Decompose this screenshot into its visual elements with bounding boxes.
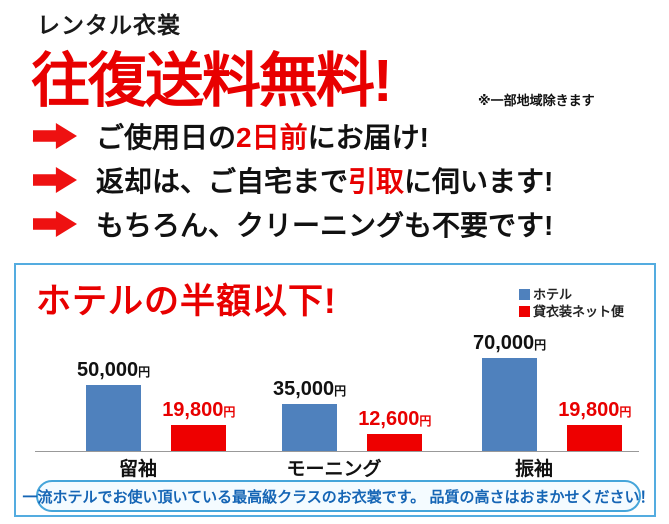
bar-value-label: 19,800円 bbox=[162, 399, 236, 421]
quality-claim-text: 一流ホテルでお使い頂いている最高級クラスのお衣裳です。 品質の高さはおまかせくだ… bbox=[22, 488, 655, 506]
legend-swatch-icon bbox=[518, 289, 530, 300]
bar-wrapper: 19,800円 bbox=[162, 399, 235, 451]
bar-value-label: 50,000円 bbox=[77, 359, 151, 381]
bar-group: 35,000円 12,600円 bbox=[273, 378, 431, 451]
bullet-row: 返却は、ご自宅まで引取に伺います! bbox=[33, 163, 553, 197]
bar bbox=[567, 425, 623, 451]
free-shipping-headline: 往復送料無料! bbox=[31, 48, 393, 114]
quality-claim-pill: 一流ホテルでお使い頂いている最高級クラスのお衣裳です。 品質の高さはおまかせくだ… bbox=[23, 480, 654, 512]
bar-wrapper: 50,000円 bbox=[77, 359, 150, 451]
bullet-text: ご使用日の2日前にお届け! bbox=[96, 122, 429, 153]
bar-chart: 50,000円 19,800円 35,000円 12,600円 70,000円 19,80… bbox=[16, 327, 654, 452]
price-comparison-box: ホテルの半額以下! ホテル貸衣装ネット便 50,000円 19,800円 35,00… bbox=[14, 263, 656, 517]
bar-value-label: 70,000円 bbox=[473, 332, 547, 354]
bar-value-label: 19,800円 bbox=[558, 399, 632, 421]
x-axis-line bbox=[35, 451, 639, 452]
red-arrow-icon bbox=[33, 211, 77, 237]
bullet-row: ご使用日の2日前にお届け! bbox=[33, 119, 553, 153]
bar bbox=[171, 425, 227, 451]
category-label-row: 留袖 モーニング 振袖 bbox=[16, 454, 654, 480]
bar bbox=[482, 358, 538, 451]
legend-item: ホテル bbox=[518, 286, 624, 303]
bullet-row: もちろん、クリーニングも不要です! bbox=[33, 207, 553, 241]
legend-item: 貸衣装ネット便 bbox=[518, 303, 624, 320]
bullet-text: 返却は、ご自宅まで引取に伺います! bbox=[96, 166, 554, 197]
legend-label: ホテル bbox=[532, 287, 572, 302]
chart-legend: ホテル貸衣装ネット便 bbox=[518, 286, 624, 320]
bar bbox=[282, 404, 338, 451]
bar bbox=[367, 434, 423, 451]
red-arrow-icon bbox=[33, 167, 77, 193]
bar-group: 50,000円 19,800円 bbox=[77, 359, 235, 451]
bar-wrapper: 35,000円 bbox=[273, 378, 346, 451]
bar-wrapper: 19,800円 bbox=[558, 399, 631, 451]
region-exclusion-note: ※一部地域除きます bbox=[478, 93, 595, 108]
shop-category-title: レンタル衣裳 bbox=[37, 12, 181, 38]
bar-wrapper: 12,600円 bbox=[358, 408, 431, 451]
category-label: 留袖 bbox=[118, 459, 157, 480]
legend-label: 貸衣装ネット便 bbox=[532, 304, 624, 319]
bar-group: 70,000円 19,800円 bbox=[473, 332, 631, 451]
bar bbox=[86, 385, 142, 451]
benefit-bullet-list: ご使用日の2日前にお届け! 返却は、ご自宅まで引取に伺います! もちろん、クリーニン… bbox=[33, 119, 553, 251]
legend-swatch-icon bbox=[518, 306, 530, 317]
red-arrow-icon bbox=[33, 123, 77, 149]
chart-title: ホテルの半額以下! bbox=[36, 282, 337, 321]
bar-wrapper: 70,000円 bbox=[473, 332, 546, 451]
bar-value-label: 35,000円 bbox=[273, 378, 347, 400]
bar-value-label: 12,600円 bbox=[358, 408, 432, 430]
category-label: 振袖 bbox=[514, 459, 553, 480]
category-label: モーニング bbox=[286, 459, 382, 480]
bullet-text: もちろん、クリーニングも不要です! bbox=[96, 210, 554, 241]
